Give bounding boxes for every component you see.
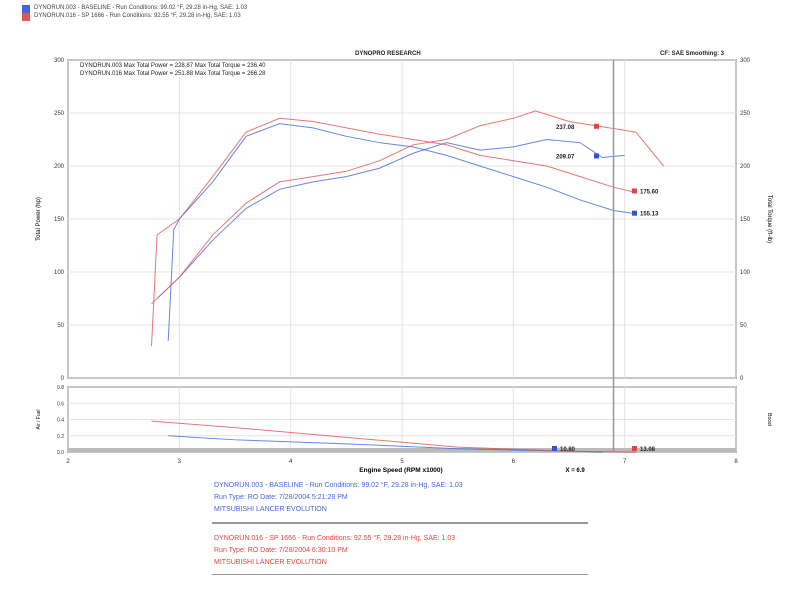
x-tick-label: 4 [289,459,293,465]
cursor-marker [594,153,599,159]
x-tick-label: 7 [623,459,627,465]
series-line-torque-3 [151,110,665,305]
y-axis-label: Total Power (hp) [36,197,42,241]
x-axis-label: Engine Speed (RPM x1000) [359,467,442,474]
y2-tick-label: 250 [740,111,751,117]
cursor-value: 13.08 [640,447,656,453]
cursor-marker [632,188,637,194]
y-tick-label: 100 [54,270,65,276]
y-tick-label: 250 [54,111,65,117]
lower-y2-axis-label: Boost [766,413,772,426]
x-tick-label: 8 [734,459,738,465]
lower-y-tick-label: 0.0 [57,450,64,456]
y2-axis-label: Total Torque (ft-lb) [766,195,772,243]
cursor-value: 237.08 [556,125,575,131]
x-tick-label: 3 [178,459,182,465]
y-tick-label: 50 [57,323,64,329]
cursor-label: X = 6.9 [566,468,586,474]
red-run-swatch [22,13,30,21]
lower-y-tick-label: 0.8 [57,385,64,391]
lower-y-tick-label: 0.6 [57,401,64,407]
legend-2: DYNORUN.016 Max Total Power = 251.88 Max… [78,71,268,77]
cursor-value: 175.60 [640,189,659,195]
legend-1: DYNORUN.003 Max Total Power = 228.87 Max… [78,63,268,69]
x-tick-label: 2 [66,459,70,465]
cursor-marker [552,446,557,451]
footer-red-3: MITSUBISHI LANCER EVOLUTION [214,559,327,566]
series-line-power-0 [167,123,636,341]
cf-label: CF: SAE Smoothing: 3 [660,51,724,57]
y-tick-label: 200 [54,164,65,170]
lower-y-axis-label: Air / Fuel [36,409,42,429]
footer-red-2: Run Type: RO Date: 7/28/2004 6:30:10 PM [214,547,348,554]
footer-blue-3: MITSUBISHI LANCER EVOLUTION [214,506,327,513]
series-line-afr-5 [151,420,636,453]
x-tick-label: 5 [400,459,404,465]
run-line-2: DYNORUN.016 - SP 1666 - Run Conditions: … [34,13,241,19]
y2-tick-label: 150 [740,217,751,223]
chart-title: DYNOPRO RESEARCH [355,51,421,57]
lower-y-tick-label: 0.2 [57,434,64,440]
series-line-power-1 [151,117,636,347]
lower-baseline [68,448,736,452]
y-tick-label: 150 [54,217,65,223]
cursor-value: 209.07 [556,154,575,160]
divider-bottom [212,574,588,575]
cursor-value: 10.80 [560,447,576,453]
blue-run-swatch [22,5,30,13]
cursor-marker [632,446,637,451]
y2-tick-label: 50 [740,323,747,329]
footer-blue-1: DYNORUN.003 - BASELINE - Run Conditions:… [214,482,463,489]
cursor-marker [594,123,599,129]
y2-tick-label: 0 [740,376,744,382]
y-tick-label: 0 [61,376,65,382]
cursor-value: 155.13 [640,212,659,218]
footer-red-1: DYNORUN.016 - SP 1666 - Run Conditions: … [214,535,456,542]
footer-blue-2: Run Type: RO Date: 7/28/2004 5:21:28 PM [214,494,348,501]
run-line-1: DYNORUN.003 - BASELINE - Run Conditions:… [34,5,248,11]
lower-y-tick-label: 0.4 [57,418,64,424]
cursor-marker [632,210,637,216]
x-tick-label: 6 [512,459,516,465]
y-tick-label: 300 [54,58,65,64]
series-line-torque-2 [156,138,625,299]
y2-tick-label: 200 [740,164,751,170]
divider [212,522,588,524]
y2-tick-label: 100 [740,270,751,276]
y2-tick-label: 300 [740,58,751,64]
